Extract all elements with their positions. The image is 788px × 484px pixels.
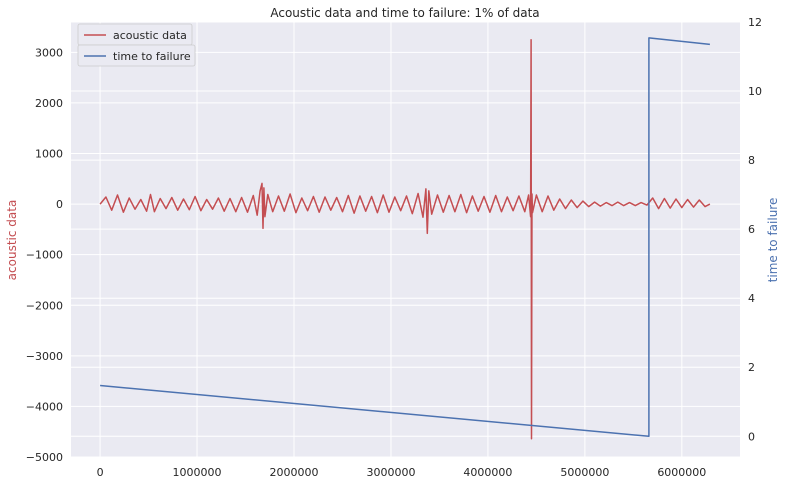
y-left-tick-label: −3000 [26, 350, 63, 363]
series-layer [99, 37, 711, 440]
grid [71, 21, 740, 458]
y-left-tick-label: −5000 [26, 451, 63, 464]
y-left-tick-label: −2000 [26, 299, 63, 312]
x-tick-label: 1000000 [173, 466, 222, 479]
legend-box-2 [77, 44, 196, 67]
x-tick-label: 3000000 [366, 466, 415, 479]
y-axis-right-title: time to failure [766, 198, 780, 283]
y-axis-left-title: acoustic data [5, 200, 19, 281]
x-axis: 0 1000000 2000000 3000000 4000000 5000000 6000… [97, 466, 707, 479]
y-right-tick-label: 12 [748, 16, 762, 29]
y-right-tick-label: 0 [748, 430, 755, 443]
x-tick-label: 0 [97, 466, 104, 479]
y-right-tick-label: 8 [748, 154, 755, 167]
x-tick-label: 2000000 [270, 466, 319, 479]
series-line-acoustic-data [99, 38, 711, 440]
y-right-tick-label: 6 [748, 223, 755, 236]
x-tick-label: 6000000 [657, 466, 706, 479]
y-left-tick-label: 0 [56, 198, 63, 211]
plot-background [71, 22, 740, 457]
legend-label-time-to-failure: time to failure [113, 50, 191, 63]
y-left-tick-label: −4000 [26, 400, 63, 413]
y-left-tick-label: 3000 [35, 46, 63, 59]
legend-label-acoustic-data: acoustic data [113, 29, 187, 42]
y-left-tick-label: 1000 [35, 148, 63, 161]
y-left-tick-label: 2000 [35, 97, 63, 110]
legend: acoustic data time to failure [77, 23, 196, 67]
chart-title: Acoustic data and time to failure: 1% of… [270, 6, 539, 20]
y-left-tick-label: −1000 [26, 249, 63, 262]
x-tick-label: 4000000 [463, 466, 512, 479]
y-axis-left: −5000 −4000 −3000 −2000 −1000 0 1000 2000 3000 [26, 46, 63, 464]
y-right-tick-label: 4 [748, 292, 755, 305]
y-right-tick-label: 10 [748, 85, 762, 98]
series-line-time-to-failure [100, 37, 710, 438]
x-tick-label: 5000000 [560, 466, 609, 479]
y-right-tick-label: 2 [748, 361, 755, 374]
y-axis-right: 0 2 4 6 8 10 12 [748, 16, 762, 443]
